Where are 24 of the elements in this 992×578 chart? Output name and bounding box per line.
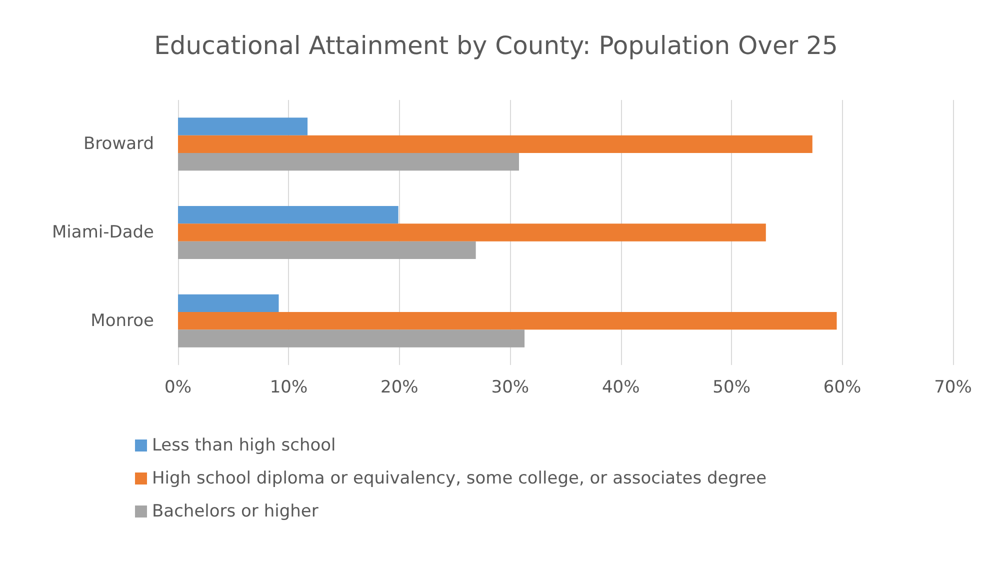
legend-label: Less than high school: [152, 436, 336, 456]
bar: [178, 206, 398, 224]
bar: [178, 135, 812, 153]
bar: [178, 330, 525, 348]
x-tick-label: 30%: [491, 378, 530, 398]
bar: [178, 312, 837, 330]
x-tick-label: 20%: [380, 378, 418, 398]
y-tick-label: Miami-Dade: [52, 222, 154, 242]
bar: [178, 294, 279, 312]
x-tick-label: 50%: [712, 378, 750, 398]
legend-label: Bachelors or higher: [152, 502, 318, 522]
x-tick-label: 10%: [270, 378, 308, 398]
x-tick-label: 0%: [164, 378, 192, 398]
legend-label: High school diploma or equivalency, some college, or associates degree: [152, 468, 767, 488]
bar: [178, 118, 308, 136]
bar: [178, 153, 519, 171]
chart-title: Educational Attainment by County: Population Over 25: [154, 31, 838, 60]
x-tick-label: 60%: [823, 378, 862, 398]
bar: [178, 224, 766, 242]
bar: [178, 241, 476, 259]
y-tick-label: Monroe: [90, 310, 154, 331]
x-tick-label: 40%: [602, 378, 640, 398]
x-tick-label: 70%: [934, 378, 972, 398]
y-tick-label: Broward: [84, 134, 154, 154]
